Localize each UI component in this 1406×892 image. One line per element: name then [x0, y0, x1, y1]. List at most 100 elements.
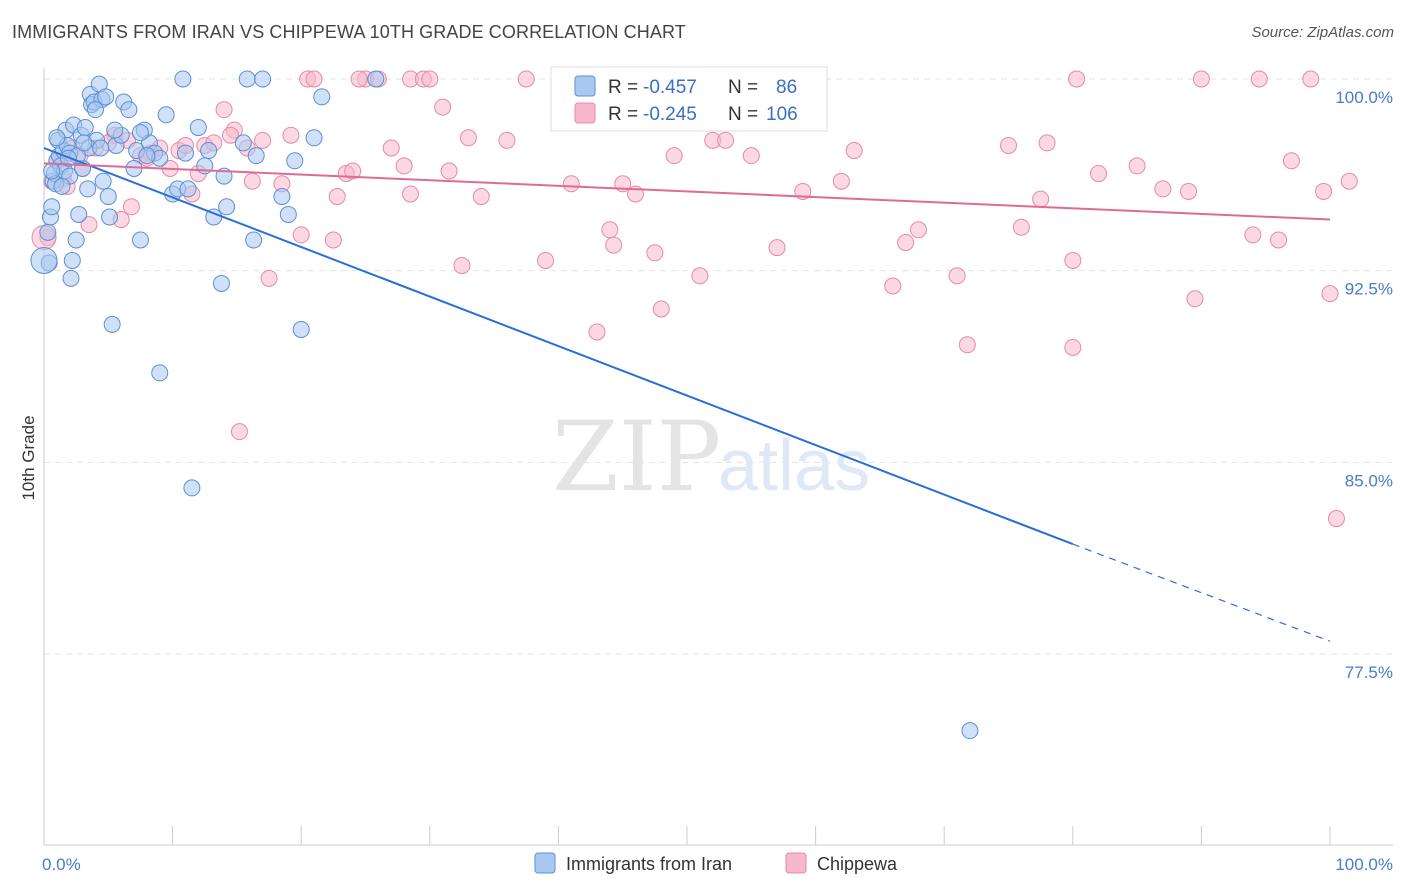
chippewa-point-47 — [498, 131, 516, 149]
iran-point-74 — [176, 144, 194, 162]
chippewa-point-68 — [897, 234, 915, 252]
iran-point-38 — [120, 101, 138, 119]
legend-iran-r-label: R = — [608, 77, 638, 98]
grid-lines — [44, 78, 1393, 655]
chippewa-point-80 — [1128, 157, 1146, 175]
iran-point-61 — [273, 188, 291, 206]
iran-point-76 — [53, 177, 71, 195]
chippewa-point-42 — [434, 98, 452, 116]
chippewa-point-89 — [1302, 70, 1320, 88]
iran-point-60 — [254, 70, 272, 88]
iran-point-62 — [279, 205, 297, 223]
legend-iran-swatch — [574, 75, 596, 97]
iran-point-53 — [200, 142, 218, 160]
chippewa-point-83 — [1186, 290, 1204, 308]
iran-point-86 — [247, 147, 265, 165]
chippewa-point-10 — [122, 198, 140, 216]
chippewa-point-37 — [382, 139, 400, 157]
bottom-legend-chippewa-label: Chippewa — [817, 854, 898, 874]
chippewa-point-75 — [1038, 134, 1056, 152]
iran-point-55 — [212, 274, 230, 292]
chippewa-point-52 — [601, 221, 619, 239]
chippewa-point-71 — [958, 336, 976, 354]
chippewa-point-6 — [80, 216, 98, 234]
chippewa-point-44 — [453, 257, 471, 275]
chippewa-point-67 — [884, 277, 902, 295]
legend-box — [550, 66, 828, 132]
chippewa-point-28 — [292, 226, 310, 244]
chippewa-point-81 — [1154, 180, 1172, 198]
chippewa-trend-line — [43, 162, 1331, 221]
iran-point-20 — [70, 205, 88, 223]
chippewa-point-58 — [665, 147, 683, 165]
iran-point-51 — [183, 479, 201, 497]
watermark-zip: ZIP — [552, 401, 721, 513]
chippewa-point-31 — [324, 231, 342, 249]
chippewa-point-23 — [243, 172, 261, 190]
chippewa-point-56 — [646, 244, 664, 262]
iran-point-71 — [86, 101, 104, 119]
iran-point-edge — [30, 246, 58, 274]
iran-point-68 — [48, 129, 66, 147]
chippewa-point-48 — [517, 70, 535, 88]
y-tick-label-1: 85.0% — [1345, 471, 1393, 490]
chippewa-point-50 — [562, 175, 580, 193]
iran-point-3 — [43, 198, 61, 216]
chippewa-point-87 — [1270, 231, 1288, 249]
iran-point-87 — [286, 152, 304, 170]
iran-point-63 — [292, 320, 310, 338]
trend-lines — [43, 147, 1331, 642]
chippewa-point-46 — [472, 188, 490, 206]
legend: R = -0.457 N = 86 R = -0.245 N = 106 — [550, 66, 828, 132]
iran-point-52 — [189, 119, 207, 137]
chippewa-point-88 — [1282, 152, 1300, 170]
y-tick-label-3: 100.0% — [1335, 88, 1393, 107]
iran-point-50 — [179, 180, 197, 198]
chippewa-point-51 — [588, 323, 606, 341]
iran-point-19 — [67, 231, 85, 249]
series-iran-points — [30, 70, 979, 740]
chippewa-point-93 — [1340, 172, 1358, 190]
iran-trend-line — [43, 147, 1074, 546]
chippewa-point-65 — [832, 172, 850, 190]
iran-point-46 — [157, 106, 175, 124]
iran-point-24 — [79, 180, 97, 198]
chippewa-point-82 — [1180, 182, 1198, 200]
iran-point-49 — [174, 70, 192, 88]
iran-point-31 — [94, 172, 112, 190]
iran-trend-line-extension — [1072, 543, 1331, 642]
chippewa-point-85 — [1244, 226, 1262, 244]
bottom-legend-iran-label: Immigrants from Iran — [566, 854, 732, 874]
chippewa-point-70 — [948, 267, 966, 285]
y-axis-label: 10th Grade — [19, 415, 38, 500]
legend-iran-n-label: N = — [728, 77, 758, 98]
chippewa-point-30 — [305, 70, 323, 88]
y-tick-label-0: 77.5% — [1345, 663, 1393, 682]
chippewa-point-79 — [1090, 165, 1108, 183]
chippewa-point-39 — [402, 185, 420, 203]
chippewa-point-63 — [768, 239, 786, 257]
bottom-legend: Immigrants from Iran Chippewa — [534, 852, 898, 874]
chippewa-point-32 — [328, 188, 346, 206]
chippewa-point-69 — [909, 221, 927, 239]
chippewa-point-53 — [605, 236, 623, 254]
tick-labels: 77.5% 85.0% 92.5% 100.0% 0.0% 100.0% — [42, 88, 1393, 874]
iran-point-41 — [131, 231, 149, 249]
iran-point-82 — [75, 134, 93, 152]
chippewa-point-73 — [1012, 218, 1030, 236]
chippewa-point-19 — [215, 101, 233, 119]
iran-point-35 — [103, 315, 121, 333]
bottom-legend-iran-swatch — [534, 852, 556, 874]
iran-point-34 — [101, 208, 119, 226]
chippewa-point-77 — [1064, 338, 1082, 356]
chippewa-point-57 — [652, 300, 670, 318]
legend-chippewa-swatch — [574, 102, 596, 124]
legend-iran-r-value: -0.457 — [643, 77, 697, 98]
chippewa-point-76 — [1064, 251, 1082, 269]
iran-point-79 — [131, 124, 149, 142]
chippewa-point-84 — [1192, 70, 1210, 88]
chippewa-point-61 — [717, 131, 735, 149]
iran-point-16 — [62, 269, 80, 287]
legend-chippewa-n-value: 106 — [766, 104, 798, 125]
